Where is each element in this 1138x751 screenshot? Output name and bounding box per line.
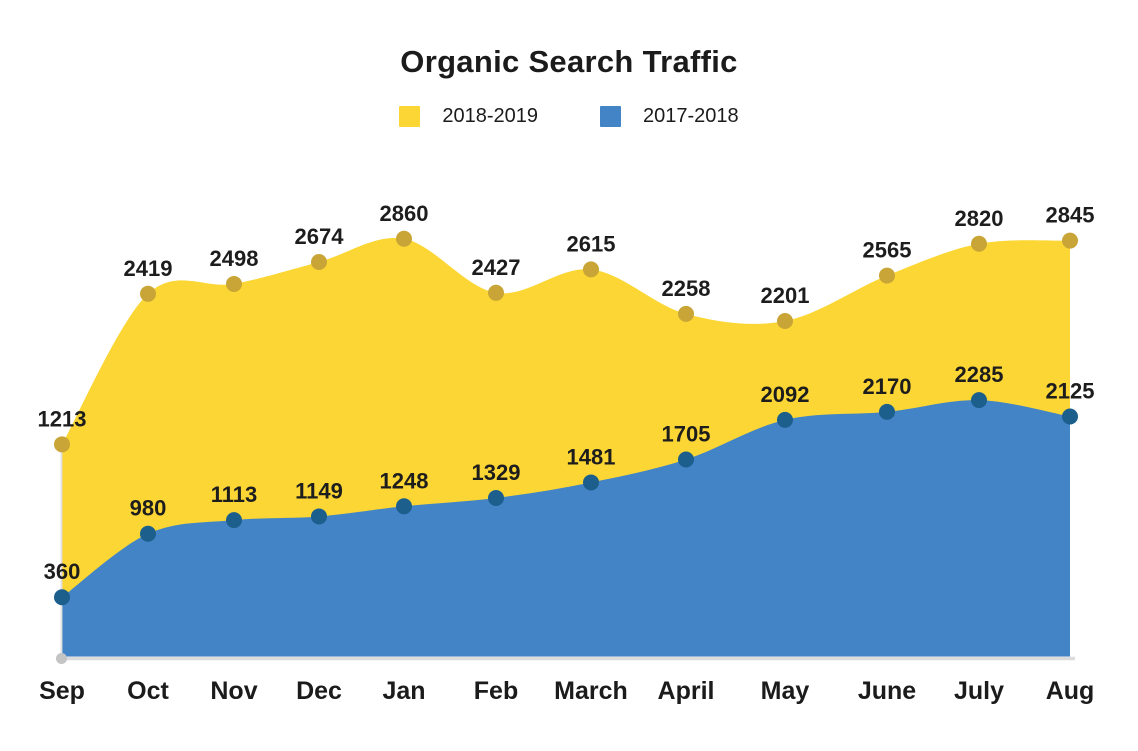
point-label-2017-2018-June: 2170 (863, 374, 912, 399)
data-point-2017-2018-July (971, 392, 987, 409)
data-point-2017-2018-Dec (311, 508, 327, 525)
data-point-2017-2018-April (678, 451, 694, 468)
x-axis-label-may: May (761, 677, 810, 705)
point-label-2018-2019-Nov: 2498 (210, 246, 259, 271)
point-label-2017-2018-May: 2092 (761, 382, 810, 407)
point-label-2017-2018-Dec: 1149 (295, 478, 343, 503)
point-label-2017-2018-Nov: 1113 (211, 482, 258, 507)
point-label-2017-2018-July: 2285 (955, 362, 1004, 387)
x-axis-label-june: June (858, 677, 916, 705)
data-point-2017-2018-May (777, 411, 793, 428)
legend-label: 2017-2018 (643, 105, 739, 127)
data-point-2018-2019-Dec (311, 253, 327, 270)
point-label-2017-2018-Oct: 980 (130, 496, 167, 521)
data-point-2018-2019-June (879, 267, 895, 284)
data-point-2018-2019-March (583, 261, 599, 278)
point-label-2017-2018-Aug: 2125 (1046, 379, 1095, 404)
point-label-2018-2019-Feb: 2427 (472, 255, 521, 280)
data-point-2017-2018-Feb (488, 490, 504, 507)
data-point-2018-2019-Feb (488, 284, 504, 301)
data-point-2017-2018-Aug (1062, 408, 1078, 425)
data-point-2018-2019-Nov (226, 275, 242, 292)
data-point-2018-2019-April (678, 305, 694, 322)
data-point-2018-2019-July (971, 235, 987, 252)
data-point-2017-2018-Nov (226, 512, 242, 529)
data-point-2018-2019-Oct (140, 285, 156, 302)
data-point-2018-2019-Jan (396, 230, 412, 247)
point-label-2018-2019-Oct: 2419 (124, 256, 173, 281)
data-point-2017-2018-Jan (396, 498, 412, 515)
point-label-2018-2019-July: 2820 (955, 206, 1004, 231)
point-label-2017-2018-March: 1481 (567, 444, 616, 469)
x-axis-label-oct: Oct (127, 677, 169, 705)
point-label-2018-2019-April: 2258 (662, 276, 711, 301)
legend-swatch-blue (600, 106, 621, 127)
point-label-2017-2018-Sep: 360 (44, 559, 81, 584)
data-point-2018-2019-Sep (54, 436, 70, 453)
point-label-2018-2019-Jan: 2860 (380, 201, 429, 226)
x-axis-label-nov: Nov (210, 677, 257, 705)
point-label-2018-2019-June: 2565 (863, 238, 912, 263)
legend-item-2018-2019: 2018-2019 (399, 105, 538, 128)
x-axis-label-march: March (554, 677, 628, 705)
origin-dot (56, 653, 67, 664)
legend: 2018-2019 2017-2018 (0, 105, 1138, 128)
point-label-2018-2019-Dec: 2674 (295, 224, 345, 249)
x-axis-label-july: July (954, 677, 1004, 705)
data-point-2018-2019-Aug (1062, 232, 1078, 249)
x-axis-label-dec: Dec (296, 677, 342, 705)
point-label-2018-2019-May: 2201 (761, 283, 810, 308)
x-axis-label-april: April (658, 677, 715, 705)
data-point-2017-2018-June (879, 403, 895, 420)
area-series-2017-2018 (62, 400, 1070, 657)
point-label-2018-2019-Sep: 1213 (38, 406, 87, 431)
chart-title: Organic Search Traffic (400, 44, 738, 79)
x-axis-label-feb: Feb (474, 677, 518, 705)
data-point-2017-2018-Sep (54, 589, 70, 606)
point-label-2018-2019-Aug: 2845 (1046, 203, 1095, 228)
data-point-2018-2019-May (777, 313, 793, 330)
legend-item-2017-2018: 2017-2018 (600, 105, 739, 128)
data-point-2017-2018-March (583, 474, 599, 491)
data-point-2017-2018-Oct (140, 525, 156, 542)
x-axis-label-jan: Jan (382, 677, 425, 705)
point-label-2017-2018-Feb: 1329 (472, 460, 521, 485)
point-label-2017-2018-Jan: 1248 (380, 468, 429, 493)
x-axis-label-aug: Aug (1046, 677, 1095, 705)
x-axis-label-sep: Sep (39, 677, 85, 705)
legend-swatch-yellow (399, 106, 421, 127)
point-label-2017-2018-April: 1705 (662, 422, 711, 447)
legend-label: 2018-2019 (442, 105, 538, 127)
point-label-2018-2019-March: 2615 (567, 231, 616, 256)
